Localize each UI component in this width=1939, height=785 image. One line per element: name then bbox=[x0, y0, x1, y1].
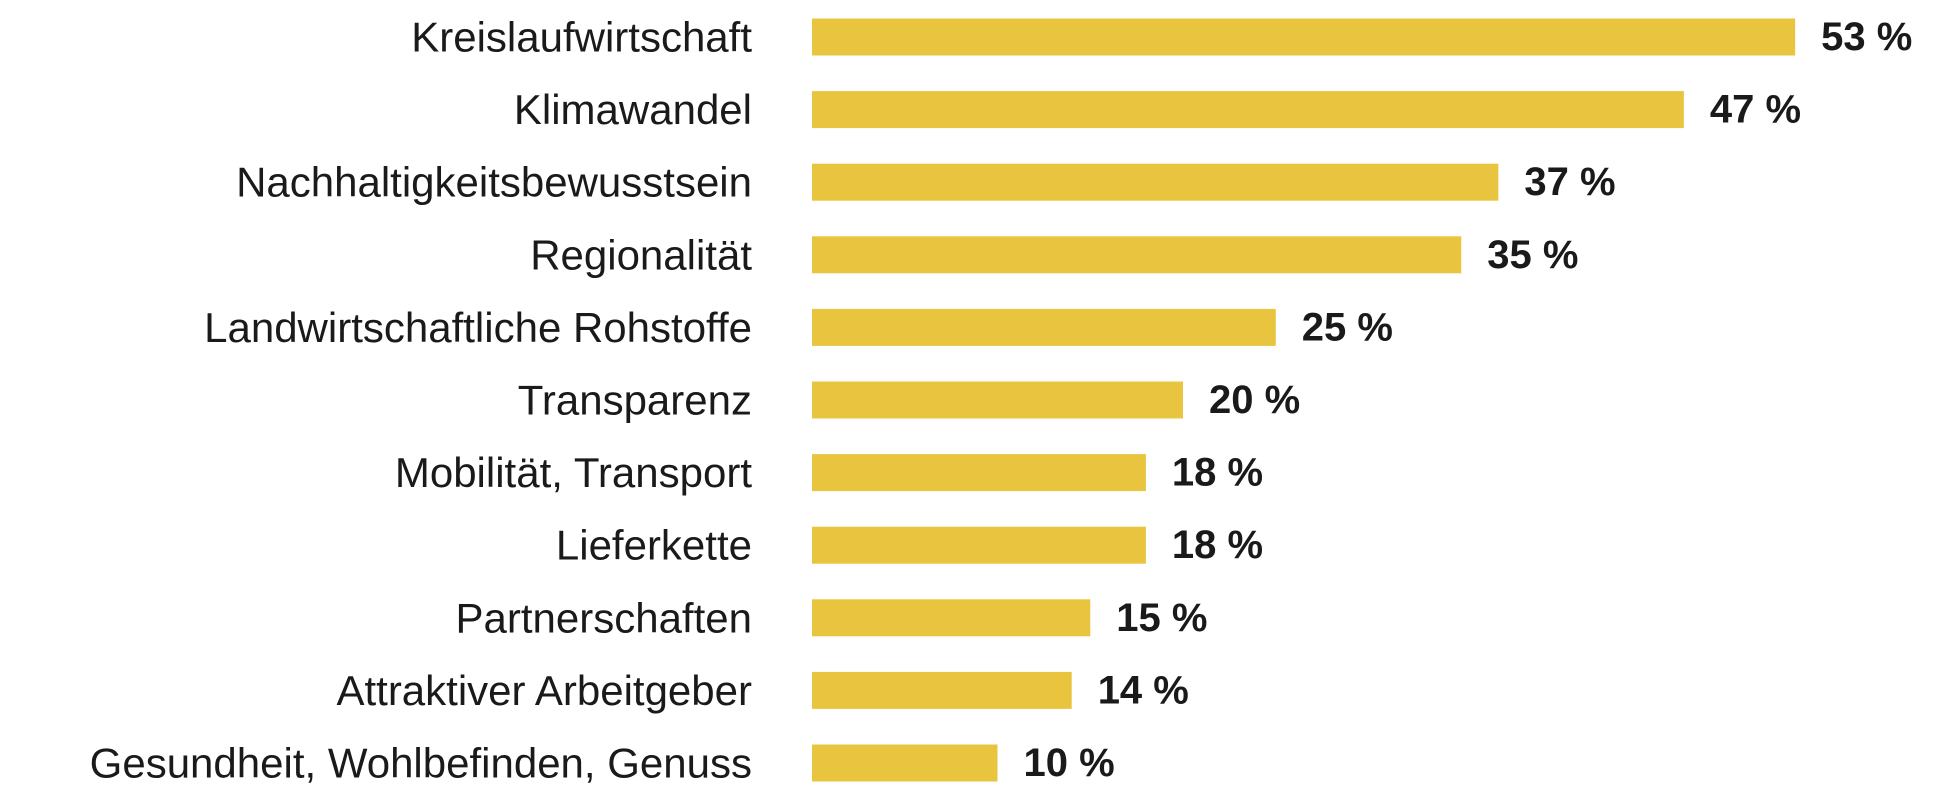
bar bbox=[812, 744, 998, 782]
value-label: 18 % bbox=[1172, 451, 1263, 495]
value-label: 35 % bbox=[1487, 233, 1578, 277]
bar bbox=[812, 454, 1146, 492]
category-label: Partnerschaften bbox=[455, 594, 752, 641]
bar bbox=[812, 526, 1146, 564]
category-label: Attraktiver Arbeitgeber bbox=[336, 667, 752, 714]
bar bbox=[812, 599, 1091, 637]
value-label: 10 % bbox=[1024, 741, 1115, 785]
category-label: Landwirtschaftliche Rohstoffe bbox=[204, 304, 752, 351]
bar bbox=[812, 163, 1499, 201]
category-label: Kreislaufwirtschaft bbox=[411, 14, 752, 61]
value-label: 18 % bbox=[1172, 523, 1263, 567]
category-label: Nachhaltigkeitsbewusstsein bbox=[236, 159, 752, 206]
bar bbox=[812, 236, 1462, 274]
value-label: 47 % bbox=[1710, 88, 1801, 132]
bar bbox=[812, 18, 1796, 56]
category-label: Lieferkette bbox=[556, 522, 752, 569]
category-label: Gesundheit, Wohlbefinden, Genuss bbox=[90, 740, 752, 785]
value-label: 53 % bbox=[1821, 15, 1912, 59]
bar bbox=[812, 91, 1684, 129]
value-label: 20 % bbox=[1209, 378, 1300, 422]
category-label: Regionalität bbox=[530, 231, 752, 278]
category-label: Mobilität, Transport bbox=[395, 449, 752, 496]
category-label: Transparenz bbox=[518, 377, 752, 424]
category-label: Klimawandel bbox=[514, 86, 752, 133]
value-label: 14 % bbox=[1098, 668, 1189, 712]
bar bbox=[812, 671, 1072, 709]
value-label: 25 % bbox=[1302, 305, 1393, 349]
value-label: 15 % bbox=[1116, 596, 1207, 640]
bar bbox=[812, 381, 1183, 419]
bar bbox=[812, 308, 1276, 346]
value-label: 37 % bbox=[1524, 160, 1615, 204]
